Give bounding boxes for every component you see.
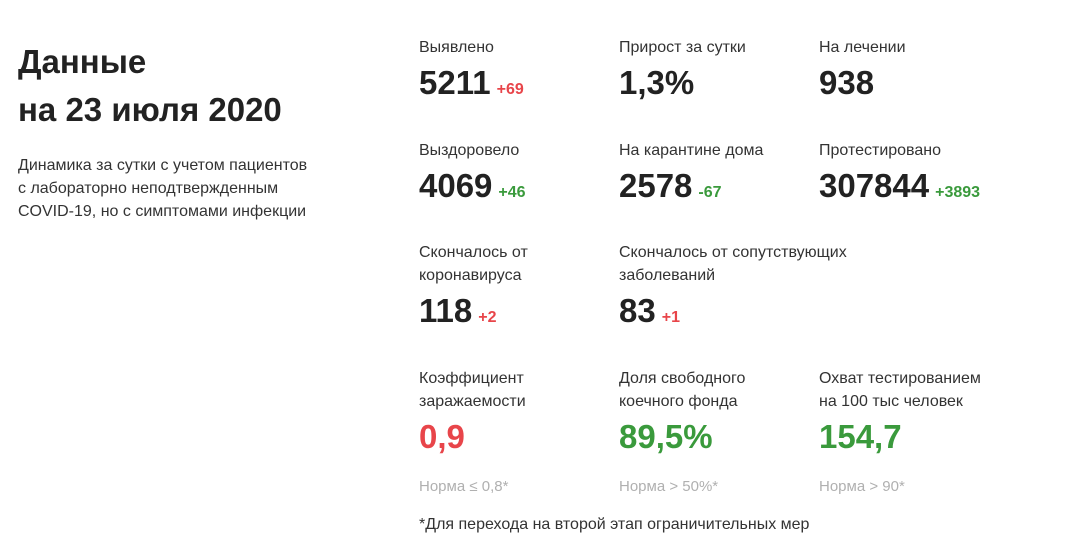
stat-value: 5211 (419, 64, 491, 101)
stat-deaths-covid: Скончалось от коронавируса 118 +2 (419, 241, 619, 338)
stat-value-row: 4069 +46 (419, 166, 619, 213)
page-subtitle: Динамика за сутки с учетом пациентов с л… (18, 154, 378, 223)
stat-value: 83 (619, 292, 656, 329)
stat-delta: +2 (478, 309, 497, 326)
stat-value: 2578 (619, 167, 693, 204)
stat-value-row: 307844 +3893 (819, 166, 1059, 213)
stat-value: 154,7 (819, 418, 902, 455)
stat-label: Протестировано (819, 142, 942, 159)
stat-delta: +3893 (935, 184, 981, 201)
stat-treatment: На лечении 938 (819, 36, 1019, 110)
header-block: Данные на 23 июля 2020 Динамика за сутки… (18, 38, 378, 223)
stat-quarantine: На карантине дома 2578 -67 (619, 139, 819, 213)
stat-deaths-other: Скончалось от сопутствующих заболеваний … (619, 241, 899, 338)
subtitle-line-3: COVID-19, но с симптомами инфекции (18, 203, 307, 220)
stat-recovered: Выздоровело 4069 +46 (419, 139, 619, 213)
stat-value: 938 (819, 64, 875, 101)
stat-delta: +46 (498, 184, 526, 201)
stat-label: Выявлено (419, 39, 494, 56)
stat-value: 89,5% (619, 418, 713, 455)
page-title-line-2: на 23 июля 2020 (18, 91, 282, 128)
stat-label-line-1: Скончалось от (419, 244, 528, 261)
stat-label: Выздоровело (419, 142, 520, 159)
stat-label: На карантине дома (619, 142, 764, 159)
footnote: *Для перехода на второй этап ограничител… (419, 516, 810, 533)
stat-value: 1,3% (619, 64, 695, 101)
stat-growth: Прирост за сутки 1,3% (619, 36, 819, 110)
stat-label-line-2: заражаемости (419, 393, 526, 410)
subtitle-line-2: с лабораторно неподтвержденным (18, 180, 279, 197)
stat-tested: Протестировано 307844 +3893 (819, 139, 1059, 213)
stat-delta: +1 (661, 309, 680, 326)
stat-value-row: 0,9 (419, 417, 619, 464)
stat-detected: Выявлено 5211 +69 (419, 36, 619, 110)
stat-value-row: 2578 -67 (619, 166, 819, 213)
stat-delta: +69 (496, 81, 524, 98)
stat-label: На лечении (819, 39, 906, 56)
stat-value-row: 83 +1 (619, 291, 899, 338)
stat-label-line-2: коронавируса (419, 267, 522, 284)
stat-label-line-1: Охват тестированием (819, 370, 981, 387)
stat-label-line-2: коечного фонда (619, 393, 738, 410)
stat-norm: Норма > 50%* (619, 478, 719, 495)
stat-label: Прирост за сутки (619, 39, 746, 56)
stat-value-row: 154,7 (819, 417, 1059, 464)
stat-label-line-2: на 100 тыс человек (819, 393, 963, 410)
subtitle-line-1: Динамика за сутки с учетом пациентов (18, 157, 308, 174)
stat-label-line-2: заболеваний (619, 267, 716, 284)
stat-value-row: 938 (819, 63, 1019, 110)
stat-value-row: 118 +2 (419, 291, 619, 338)
stat-label-line-1: Скончалось от сопутствующих (619, 244, 847, 261)
stat-value: 307844 (819, 167, 930, 204)
stat-value-row: 89,5% (619, 417, 819, 464)
stat-label-line-1: Коэффициент (419, 370, 524, 387)
stat-norm: Норма ≤ 0,8* (419, 478, 509, 495)
stat-value: 0,9 (419, 418, 465, 455)
stat-value: 4069 (419, 167, 493, 204)
page-title: Данные на 23 июля 2020 (18, 38, 378, 134)
stat-infection-rate: Коэффициент заражаемости 0,9 Норма ≤ 0,8… (419, 367, 619, 495)
stat-value: 118 (419, 292, 473, 329)
stat-value-row: 5211 +69 (419, 63, 619, 110)
stat-value-row: 1,3% (619, 63, 819, 110)
stat-testing-coverage: Охват тестированием на 100 тыс человек 1… (819, 367, 1059, 495)
stat-norm: Норма > 90* (819, 478, 905, 495)
stat-free-beds: Доля свободного коечного фонда 89,5% Нор… (619, 367, 819, 495)
stat-delta: -67 (698, 184, 722, 201)
stat-label-line-1: Доля свободного (619, 370, 746, 387)
page-title-line-1: Данные (18, 43, 147, 80)
